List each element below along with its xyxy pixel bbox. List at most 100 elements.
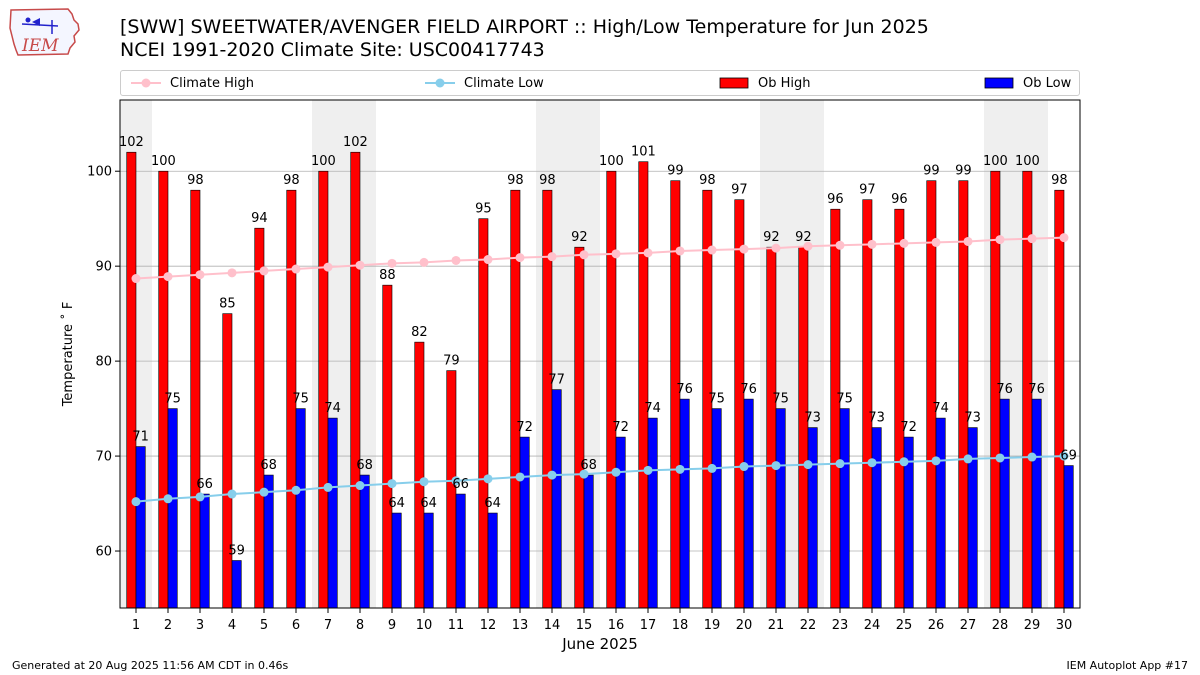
ob-low-bar xyxy=(711,408,722,609)
x-tick-label: 25 xyxy=(896,618,913,633)
climate-high-point xyxy=(355,260,365,270)
climate-low-point xyxy=(1059,451,1069,461)
ob-low-bar xyxy=(871,427,882,609)
climate-low-point xyxy=(675,464,685,474)
legend-label: Climate High xyxy=(170,75,255,91)
ob-low-label: 73 xyxy=(868,411,885,426)
climate-high-point xyxy=(131,274,141,284)
ob-low-bar xyxy=(1063,465,1074,609)
climate-low-line xyxy=(135,455,1065,503)
ob-low-bar xyxy=(167,408,178,609)
ob-high-bar xyxy=(414,341,425,609)
climate-high-point xyxy=(291,264,301,274)
ob-low-bar xyxy=(1031,398,1042,609)
ob-high-bar xyxy=(478,218,489,609)
climate-low-point xyxy=(643,465,653,475)
ob-low-label: 71 xyxy=(132,430,149,445)
legend-label: Climate Low xyxy=(464,75,544,91)
climate-low-point xyxy=(547,470,557,480)
ob-low-bar xyxy=(359,474,370,609)
climate-high-point xyxy=(387,258,397,268)
ob-low-bar xyxy=(487,512,498,609)
x-tick-label: 27 xyxy=(960,618,977,633)
ob-low-label: 76 xyxy=(996,382,1013,397)
climate-low-point xyxy=(739,462,749,472)
ob-low-label: 75 xyxy=(772,392,789,407)
ob-high-bar xyxy=(574,246,585,609)
ob-low-bar xyxy=(135,446,146,609)
x-axis-label: June 2025 xyxy=(561,635,638,653)
x-tick-label: 28 xyxy=(992,618,1009,633)
climate-low-point xyxy=(515,472,525,482)
x-tick-label: 12 xyxy=(480,618,497,633)
climate-high-point xyxy=(611,249,621,259)
climate-low-point xyxy=(611,467,621,477)
x-tick-label: 11 xyxy=(448,618,465,633)
ob-high-label: 100 xyxy=(311,154,336,169)
x-tick-label: 3 xyxy=(196,618,204,633)
climate-high-point xyxy=(547,252,557,262)
ob-low-bar xyxy=(743,398,754,609)
ob-low-label: 59 xyxy=(228,544,245,559)
ob-low-label: 73 xyxy=(804,411,821,426)
ob-low-bar xyxy=(935,417,946,609)
legend: Climate High Climate Low Ob High Ob Low xyxy=(120,70,1080,96)
ob-low-bar xyxy=(231,560,242,609)
climate-low-point xyxy=(707,463,717,473)
x-tick-label: 14 xyxy=(544,618,561,633)
climate-high-point xyxy=(963,236,973,246)
ob-high-label: 99 xyxy=(955,164,972,179)
ob-low-bar xyxy=(391,512,402,609)
climate-high-point xyxy=(451,255,461,265)
x-tick-label: 9 xyxy=(388,618,396,633)
climate-low-point xyxy=(355,481,365,491)
ob-low-label: 68 xyxy=(260,458,277,473)
legend-item-ob-low: Ob Low xyxy=(984,73,1071,93)
climate-low-point xyxy=(931,456,941,466)
footer-app: IEM Autoplot App #17 xyxy=(1066,659,1189,672)
ob-high-bar xyxy=(158,170,169,609)
ob-low-bar xyxy=(455,493,466,609)
x-tick-label: 13 xyxy=(512,618,529,633)
climate-low-point xyxy=(803,460,813,470)
ob-high-label: 98 xyxy=(1051,173,1068,188)
climate-high-point xyxy=(419,257,429,267)
climate-high-point xyxy=(995,235,1005,245)
y-axis-label: Temperature ˚ F xyxy=(60,302,76,408)
climate-high-point xyxy=(643,248,653,258)
climate-high-point xyxy=(867,239,877,249)
climate-high-point xyxy=(259,266,269,276)
ob-high-label: 98 xyxy=(699,173,716,188)
ob-high-label: 99 xyxy=(923,164,940,179)
x-tick-label: 4 xyxy=(228,618,236,633)
y-tick-label: 90 xyxy=(95,260,112,275)
ob-low-bar xyxy=(775,408,786,609)
climate-low-point xyxy=(259,487,269,497)
climate-high-point xyxy=(707,245,717,255)
ob-high-bar xyxy=(830,208,841,609)
climate-low-point xyxy=(1027,452,1037,462)
ob-high-label: 85 xyxy=(219,297,236,312)
ob-low-label: 73 xyxy=(964,411,981,426)
x-tick-label: 7 xyxy=(324,618,332,633)
climate-high-point xyxy=(931,237,941,247)
climate-low-point xyxy=(579,469,589,479)
x-tick-label: 22 xyxy=(800,618,817,633)
ob-high-label: 99 xyxy=(667,164,684,179)
ob-low-label: 75 xyxy=(164,392,181,407)
ob-high-label: 92 xyxy=(763,230,780,245)
ob-high-label: 100 xyxy=(151,154,176,169)
ob-high-label: 101 xyxy=(631,145,656,160)
ob-low-label: 64 xyxy=(388,496,405,511)
ob-low-bar xyxy=(807,427,818,609)
y-tick-label: 60 xyxy=(95,545,112,560)
ob-high-bar xyxy=(638,161,649,609)
x-tick-label: 15 xyxy=(576,618,593,633)
ob-low-label: 68 xyxy=(580,458,597,473)
x-tick-label: 19 xyxy=(704,618,721,633)
climate-high-point xyxy=(1059,233,1069,243)
climate-low-point xyxy=(227,489,237,499)
climate-high-point xyxy=(899,238,909,248)
ob-high-bar xyxy=(254,227,265,609)
